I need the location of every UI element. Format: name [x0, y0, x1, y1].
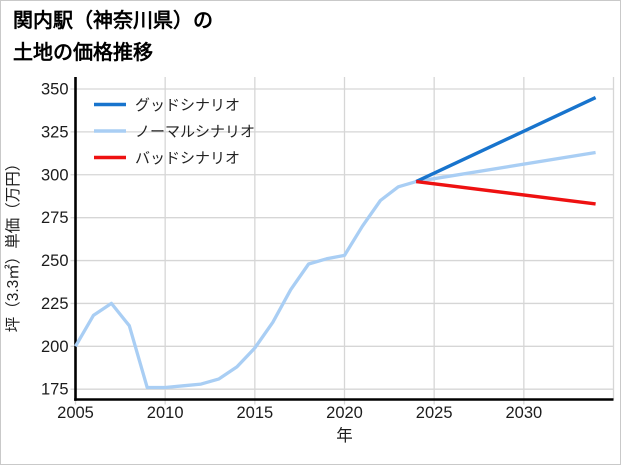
history-line: [74, 180, 417, 390]
y-tick-label-250: 250: [41, 252, 69, 270]
y-axis-label: 坪（3.3㎡）単価（万円）: [4, 156, 22, 333]
x-tick-label-2020: 2020: [326, 404, 363, 422]
scenario-line-2: [415, 179, 596, 206]
y-tick-label-275: 275: [41, 209, 69, 227]
x-tick-label-2030: 2030: [505, 404, 542, 422]
scenario-line-1: [415, 150, 596, 184]
x-axis-label: 年: [336, 426, 353, 445]
y-tick-label-325: 325: [41, 123, 69, 141]
y-tick-label-200: 200: [41, 338, 69, 356]
y-tick-label-350: 350: [41, 81, 69, 99]
legend-label-1: ノーマルシナリオ: [135, 124, 255, 141]
x-tick-label-2025: 2025: [416, 404, 453, 422]
legend-label-0: グッドシナリオ: [135, 97, 240, 114]
chart-title-line1: 関内駅（神奈川県）の: [13, 10, 213, 32]
chart-title: 関内駅（神奈川県）の 土地の価格推移: [13, 5, 213, 69]
y-tick-label-175: 175: [41, 381, 69, 399]
x-tick-label-2015: 2015: [236, 404, 273, 422]
x-tick-label-2010: 2010: [147, 404, 184, 422]
legend-label-2: バッドシナリオ: [135, 150, 240, 167]
scenario-line-0: [415, 96, 597, 184]
y-tick-label-300: 300: [41, 166, 69, 184]
x-tick-label-2005: 2005: [57, 404, 94, 422]
chart-title-line2: 土地の価格推移: [13, 42, 153, 64]
y-tick-label-225: 225: [41, 295, 69, 313]
